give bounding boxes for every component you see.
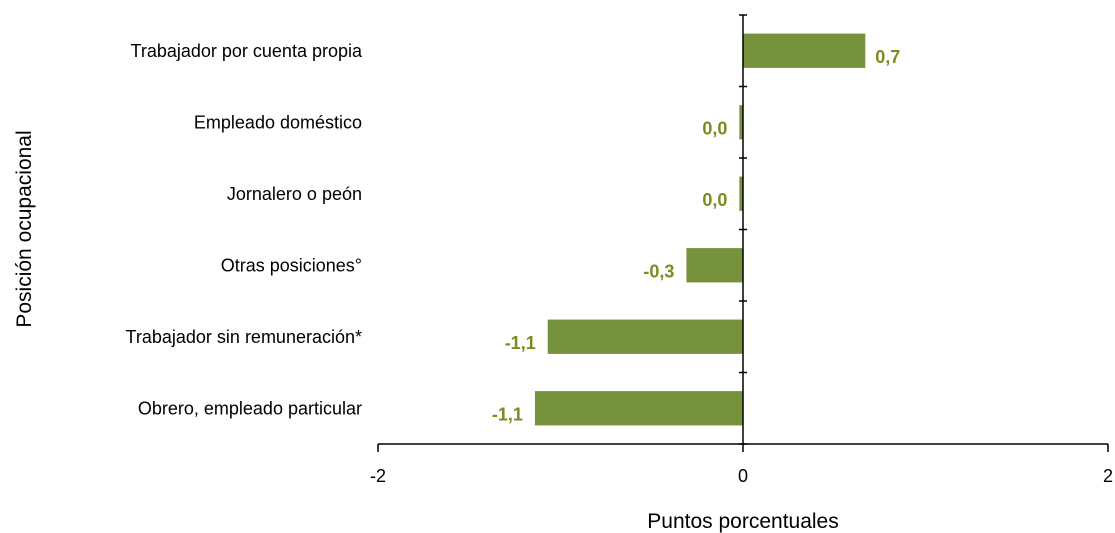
axes xyxy=(377,14,1109,452)
x-tick-labels: -2 0 2 xyxy=(370,466,1113,486)
data-labels: 0,7 0,0 0,0 -0,3 -1,1 -1,1 xyxy=(492,47,900,425)
category-label: Trabajador sin remuneración* xyxy=(126,327,362,347)
bar xyxy=(534,391,743,426)
data-label: 0,7 xyxy=(875,47,900,67)
category-labels: Trabajador por cuenta propia Empleado dom… xyxy=(126,41,363,419)
bar xyxy=(686,248,743,283)
data-label: -0,3 xyxy=(643,261,674,281)
data-label: -1,1 xyxy=(505,333,536,353)
bar xyxy=(743,33,866,68)
x-tick-label: 0 xyxy=(738,466,748,486)
bar xyxy=(739,176,743,211)
bar xyxy=(739,105,743,140)
category-label: Obrero, empleado particular xyxy=(138,398,362,418)
y-axis-title: Posición ocupacional xyxy=(13,130,36,327)
data-label: 0,0 xyxy=(702,190,727,210)
category-label: Jornalero o peón xyxy=(227,184,362,204)
x-tick-label: -2 xyxy=(370,466,386,486)
x-axis-title: Puntos porcentuales xyxy=(647,510,838,533)
category-label: Empleado doméstico xyxy=(194,112,362,132)
category-label: Trabajador por cuenta propia xyxy=(131,41,363,61)
category-label: Otras posiciones° xyxy=(221,255,362,275)
bar xyxy=(547,319,743,354)
data-label: -1,1 xyxy=(492,404,523,424)
x-tick-label: 2 xyxy=(1103,466,1113,486)
bars-group xyxy=(534,33,866,426)
data-label: 0,0 xyxy=(702,118,727,138)
